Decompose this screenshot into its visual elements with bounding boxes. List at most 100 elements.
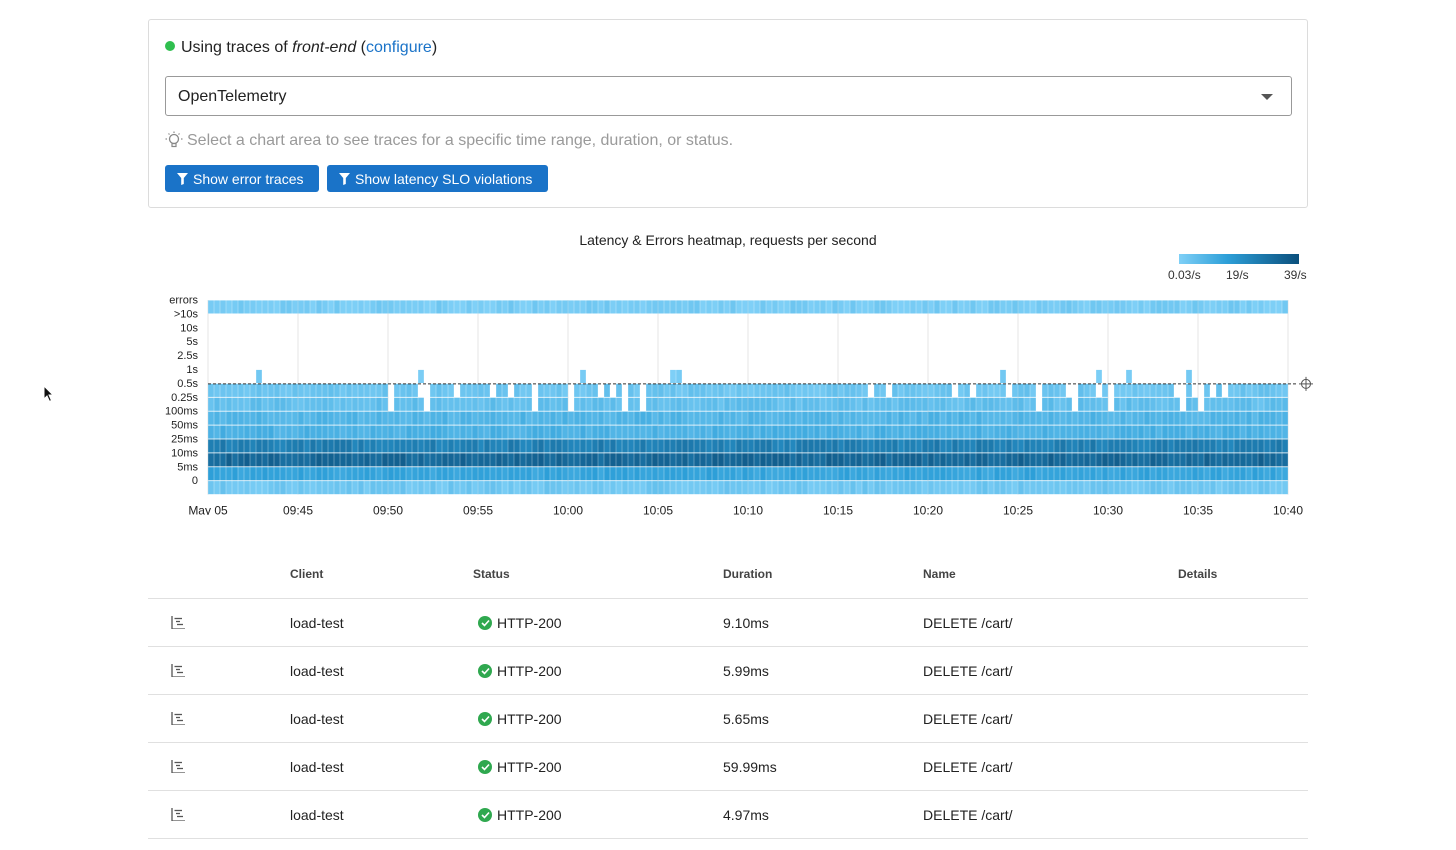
heatmap-cell[interactable] — [880, 425, 886, 439]
heatmap-cell[interactable] — [436, 467, 442, 481]
heatmap-cell[interactable] — [280, 467, 286, 481]
heatmap-cell[interactable] — [838, 397, 844, 411]
heatmap-cell[interactable] — [328, 425, 334, 439]
heatmap-cell[interactable] — [1072, 453, 1078, 467]
heatmap-cell[interactable] — [1198, 439, 1204, 453]
heatmap-cell[interactable] — [1186, 481, 1192, 495]
show-error-traces-button[interactable]: Show error traces — [165, 165, 319, 192]
heatmap-cell[interactable] — [850, 383, 856, 397]
heatmap-cell[interactable] — [520, 439, 526, 453]
heatmap-cell[interactable] — [1138, 467, 1144, 481]
heatmap-cell[interactable] — [1234, 383, 1240, 397]
heatmap-cell[interactable] — [550, 467, 556, 481]
heatmap-cell[interactable] — [928, 467, 934, 481]
heatmap-cell[interactable] — [520, 383, 526, 397]
heatmap-cell[interactable] — [610, 411, 616, 425]
heatmap-cell[interactable] — [1234, 411, 1240, 425]
heatmap-cell[interactable] — [916, 439, 922, 453]
heatmap-cell[interactable] — [580, 425, 586, 439]
heatmap-cell[interactable] — [760, 467, 766, 481]
heatmap-cell[interactable] — [1246, 383, 1252, 397]
heatmap-cell[interactable] — [754, 481, 760, 495]
heatmap-cell[interactable] — [736, 411, 742, 425]
heatmap-cell[interactable] — [238, 300, 244, 314]
heatmap-cell[interactable] — [874, 425, 880, 439]
heatmap-cell[interactable] — [496, 383, 502, 397]
heatmap-cell[interactable] — [760, 300, 766, 314]
heatmap-cell[interactable] — [1114, 439, 1120, 453]
heatmap-cell[interactable] — [874, 300, 880, 314]
heatmap-cell[interactable] — [640, 481, 646, 495]
heatmap-cell[interactable] — [412, 411, 418, 425]
heatmap-cell[interactable] — [418, 300, 424, 314]
heatmap-cell[interactable] — [490, 467, 496, 481]
heatmap-cell[interactable] — [1090, 397, 1096, 411]
heatmap-cell[interactable] — [358, 425, 364, 439]
heatmap-cell[interactable] — [826, 411, 832, 425]
heatmap-cell[interactable] — [964, 300, 970, 314]
heatmap-cell[interactable] — [454, 467, 460, 481]
heatmap-cell[interactable] — [922, 439, 928, 453]
heatmap-cell[interactable] — [244, 467, 250, 481]
heatmap-cell[interactable] — [694, 425, 700, 439]
heatmap-cell[interactable] — [604, 383, 610, 397]
heatmap-cell[interactable] — [928, 411, 934, 425]
heatmap-cell[interactable] — [934, 439, 940, 453]
heatmap-cell[interactable] — [1144, 411, 1150, 425]
heatmap-cell[interactable] — [382, 481, 388, 495]
heatmap-cell[interactable] — [1054, 467, 1060, 481]
heatmap-cell[interactable] — [232, 411, 238, 425]
heatmap-cell[interactable] — [388, 467, 394, 481]
heatmap-cell[interactable] — [514, 300, 520, 314]
heatmap-cell[interactable] — [502, 481, 508, 495]
heatmap-cell[interactable] — [772, 467, 778, 481]
heatmap-cell[interactable] — [1162, 383, 1168, 397]
heatmap-cell[interactable] — [1282, 439, 1288, 453]
heatmap-cell[interactable] — [1126, 439, 1132, 453]
heatmap-cell[interactable] — [646, 453, 652, 467]
heatmap-cell[interactable] — [1210, 397, 1216, 411]
heatmap-cell[interactable] — [988, 411, 994, 425]
heatmap-cell[interactable] — [736, 467, 742, 481]
heatmap-cell[interactable] — [964, 467, 970, 481]
heatmap-cell[interactable] — [382, 383, 388, 397]
heatmap-cell[interactable] — [340, 453, 346, 467]
heatmap-cell[interactable] — [1276, 397, 1282, 411]
heatmap-cell[interactable] — [706, 425, 712, 439]
heatmap-cell[interactable] — [334, 467, 340, 481]
heatmap-cell[interactable] — [220, 453, 226, 467]
heatmap-cell[interactable] — [250, 467, 256, 481]
heatmap-cell[interactable] — [820, 481, 826, 495]
heatmap-cell[interactable] — [766, 300, 772, 314]
heatmap-cell[interactable] — [1174, 425, 1180, 439]
heatmap-cell[interactable] — [1048, 411, 1054, 425]
heatmap-cell[interactable] — [688, 481, 694, 495]
heatmap-cell[interactable] — [970, 453, 976, 467]
column-status[interactable]: Status — [473, 567, 510, 581]
heatmap-cell[interactable] — [328, 481, 334, 495]
heatmap-cell[interactable] — [856, 425, 862, 439]
heatmap-cell[interactable] — [214, 411, 220, 425]
heatmap-cell[interactable] — [622, 300, 628, 314]
heatmap-cell[interactable] — [970, 481, 976, 495]
heatmap-cell[interactable] — [1180, 439, 1186, 453]
heatmap-cell[interactable] — [748, 453, 754, 467]
heatmap-cell[interactable] — [400, 300, 406, 314]
heatmap-cell[interactable] — [484, 300, 490, 314]
heatmap-cell[interactable] — [370, 300, 376, 314]
heatmap-cell[interactable] — [1036, 300, 1042, 314]
heatmap-cell[interactable] — [832, 453, 838, 467]
heatmap-cell[interactable] — [256, 481, 262, 495]
heatmap-cell[interactable] — [862, 383, 868, 397]
heatmap-cell[interactable] — [946, 467, 952, 481]
heatmap-cell[interactable] — [490, 300, 496, 314]
heatmap-cell[interactable] — [622, 481, 628, 495]
heatmap-cell[interactable] — [316, 411, 322, 425]
heatmap-cell[interactable] — [280, 411, 286, 425]
heatmap-cell[interactable] — [316, 397, 322, 411]
heatmap-cell[interactable] — [1114, 300, 1120, 314]
heatmap-cell[interactable] — [376, 453, 382, 467]
heatmap-cell[interactable] — [664, 467, 670, 481]
heatmap-cell[interactable] — [214, 467, 220, 481]
heatmap-cell[interactable] — [988, 383, 994, 397]
